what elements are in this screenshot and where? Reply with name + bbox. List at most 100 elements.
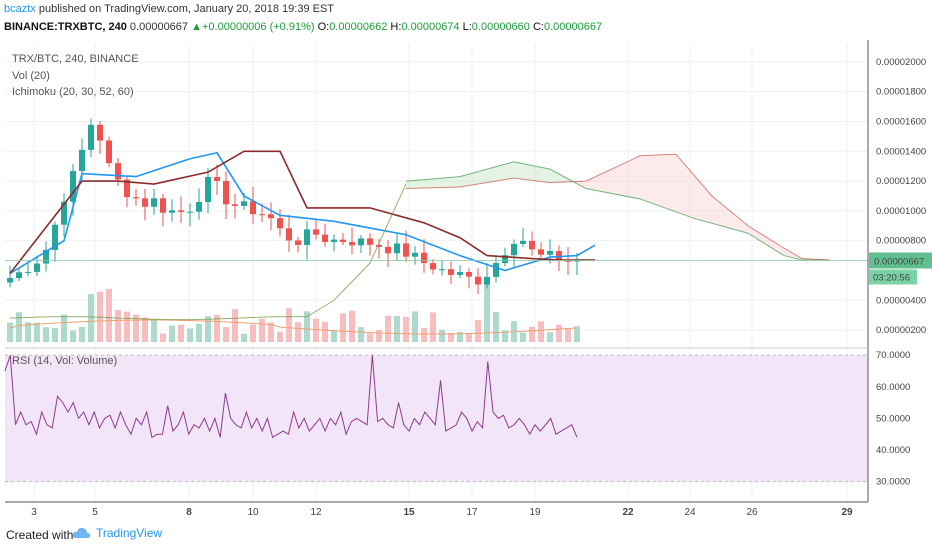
candle-body [484, 276, 490, 285]
candle-body [565, 260, 571, 262]
volume-bar [25, 322, 31, 342]
ichimoku-cloud [405, 153, 830, 261]
candle-body [367, 238, 373, 245]
volume-bar [349, 310, 355, 342]
cloud-bearish [574, 154, 828, 261]
volume-bar [79, 326, 85, 342]
volume-bar [106, 288, 112, 342]
tenkan-sen-line [9, 151, 596, 275]
candle-body [169, 210, 175, 213]
volume-bar [367, 333, 373, 342]
candle-body [349, 241, 355, 246]
candle-body [25, 271, 31, 273]
low-value: 0.00000660 [471, 21, 530, 33]
symbol-label[interactable]: BINANCE:TRXBTC, 240 [4, 21, 127, 33]
cloud-bullish [406, 161, 572, 189]
volume-bar [556, 324, 562, 342]
candle-body [133, 197, 139, 199]
candle-body [547, 250, 553, 255]
candle-body [43, 249, 49, 264]
published-text: published on TradingView.com, January 20… [38, 3, 335, 15]
volume-bar [466, 333, 472, 342]
price-tick-label: 0.00001200 [876, 176, 926, 187]
close-value: 0.00000667 [543, 21, 603, 33]
last-price: 0.00000667 [129, 21, 189, 33]
price-tick-label: 0.00000800 [876, 236, 926, 247]
volume-bar [196, 323, 202, 342]
volume-bar [376, 329, 382, 342]
volume-bar [223, 327, 229, 342]
volume-bar [214, 314, 220, 342]
volume-bar [403, 316, 409, 342]
volume-bar [88, 294, 94, 342]
candle-body [538, 249, 544, 255]
candle-body [493, 263, 499, 277]
countdown-box [869, 269, 917, 285]
high-label: H: [390, 21, 402, 33]
candle-body [286, 228, 292, 241]
volume-bar [574, 326, 580, 342]
volume-bar [484, 277, 490, 342]
volume-bar [565, 328, 571, 342]
volume-bar [70, 330, 76, 342]
time-tick-label: 26 [746, 507, 758, 518]
volume-bar [304, 311, 310, 342]
candle-body [16, 272, 22, 279]
volume-bar [340, 313, 346, 342]
volume-bar [34, 322, 40, 342]
price-tick-label: 0.00000400 [876, 295, 926, 306]
low-label: L: [462, 21, 472, 33]
volume-bar [61, 314, 67, 342]
rsi-line [4, 355, 578, 439]
current-price-label: 0.00000667 [874, 256, 924, 267]
candle-body [52, 224, 58, 250]
candle-body [457, 271, 463, 275]
legend-ichimoku: Ichimoku (20, 30, 52, 60) [12, 86, 134, 98]
brand-name: TradingView [96, 526, 163, 540]
legend-rsi: RSI (14, Vol: Volume) [12, 355, 117, 367]
author-link[interactable]: bcaztx [4, 3, 36, 15]
price-tick-label: 0.00001400 [876, 146, 926, 157]
ohlc-line: BINANCE:TRXBTC, 240 0.00000667 ▲+0.00000… [4, 21, 602, 33]
volume-bar [43, 327, 49, 342]
candle-body [268, 214, 274, 219]
candle-body [223, 180, 229, 205]
candle-body [340, 239, 346, 242]
legend-vol: Vol (20) [12, 70, 50, 82]
candle-body [61, 201, 67, 225]
volume-bar [16, 312, 22, 342]
chart-area[interactable]: 0.00002000 0.00001800 0.00001600 0.00001400… [0, 40, 932, 520]
time-tick-label: 3 [31, 507, 37, 518]
up-arrow-icon: ▲ [191, 21, 202, 33]
candle-body [412, 252, 418, 257]
rsi-tick-label: 70.0000 [876, 350, 910, 361]
volume-bar [259, 318, 265, 342]
open-label: O: [317, 21, 330, 33]
volume-bar [457, 331, 463, 342]
current-price-box [869, 252, 932, 269]
candle-body [88, 124, 94, 150]
candle-body [295, 240, 301, 245]
volume-bar [7, 322, 13, 342]
close-label: C: [532, 21, 544, 33]
countdown-label: 03:20:56 [873, 272, 910, 283]
volume-bar [295, 322, 301, 342]
volume-bar [475, 320, 481, 342]
kijun-sen-line [9, 150, 595, 274]
tradingview-brand[interactable]: TradingView [72, 526, 162, 540]
candle-body [529, 240, 535, 250]
volume-bar [322, 321, 328, 342]
candle-body [241, 201, 247, 206]
time-tick-label: 19 [529, 507, 541, 518]
volume-bar [142, 317, 148, 342]
volume-bar [502, 330, 508, 342]
rsi-tick-label: 30.0000 [876, 477, 910, 488]
time-tick-label: 12 [310, 507, 322, 518]
created-with-text: Created with [6, 528, 74, 542]
candle-body [70, 171, 76, 202]
open-value: 0.00000662 [329, 21, 388, 33]
volume-bar [547, 332, 553, 342]
rsi-tick-label: 50.0000 [876, 413, 910, 424]
candle-body [403, 243, 409, 257]
candle-body [430, 263, 436, 270]
